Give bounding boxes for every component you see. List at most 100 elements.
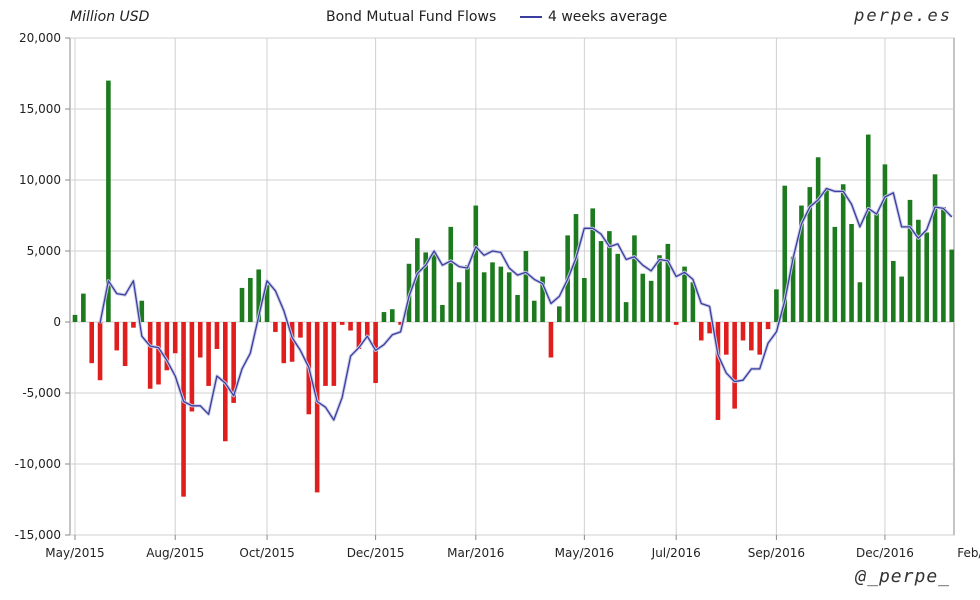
flow-bar [582, 277, 587, 322]
flow-bar [632, 235, 637, 322]
x-tick-label: Dec/2016 [856, 546, 914, 560]
flow-bar [824, 188, 829, 322]
flow-bar [415, 238, 420, 322]
flow-bar [849, 224, 854, 322]
flow-bar [782, 185, 788, 322]
flow-bar [264, 285, 270, 322]
flow-bar [924, 232, 929, 322]
flow-bar [790, 256, 796, 322]
flow-bar [256, 269, 261, 322]
y-tick-label: -10,000 [15, 457, 61, 471]
flow-bar [89, 322, 94, 364]
x-tick-label: Aug/2015 [146, 546, 204, 560]
flow-bar [598, 241, 604, 322]
y-tick-label: -15,000 [15, 528, 61, 542]
y-tick-label: 5,000 [27, 244, 61, 258]
x-tick-label: Jul/2016 [651, 546, 701, 560]
average-line-group [98, 186, 953, 422]
flow-bar [749, 322, 754, 351]
flow-bar [573, 214, 579, 322]
flow-bar [807, 187, 813, 322]
flow-bar [214, 322, 220, 349]
flow-bar [623, 302, 629, 322]
flow-bar [932, 174, 938, 322]
flow-bar [732, 322, 737, 409]
flow-bar [147, 322, 153, 389]
flow-bar [72, 314, 78, 322]
flow-bar [181, 322, 186, 497]
legend: 4 weeks average [520, 9, 667, 25]
legend-label: 4 weeks average [548, 9, 668, 25]
flow-bar [531, 300, 537, 322]
flow-bar [891, 260, 896, 322]
y-tick-label: 10,000 [19, 173, 61, 187]
flow-bar [97, 322, 103, 381]
flow-bar [298, 322, 303, 338]
y-tick-label: 20,000 [19, 31, 61, 45]
flow-bar [941, 206, 946, 322]
flow-bar [865, 134, 871, 322]
y-unit-label: Million USD [70, 9, 150, 25]
flow-bar [548, 322, 554, 358]
flow-bar [857, 282, 863, 322]
flow-bar [473, 205, 479, 322]
flow-bar [364, 322, 370, 337]
flow-bar [423, 252, 428, 322]
flow-bar [314, 322, 320, 493]
flow-bar [197, 322, 203, 358]
social-handle: @_perpe_ [855, 566, 950, 587]
flow-bar [440, 304, 445, 322]
flow-bar [431, 252, 437, 322]
grid-lines [70, 37, 954, 536]
flow-bar [465, 265, 470, 322]
brand-label: perpe.es [854, 6, 952, 26]
x-axis: May/2015 Aug/2015 Oct/2015 Dec/2015 Mar/2016… [45, 535, 980, 560]
flow-bar [481, 272, 487, 322]
flow-bar [523, 251, 529, 322]
x-tick-label: Oct/2015 [239, 546, 294, 560]
flow-bar [607, 231, 612, 322]
flow-bar [231, 322, 236, 403]
flow-bar [673, 322, 679, 325]
bars-group [72, 80, 955, 497]
flow-bar [339, 322, 345, 325]
flow-bar [724, 322, 729, 355]
flow-bar [698, 322, 704, 341]
flow-bar [289, 322, 295, 362]
flow-bar [356, 322, 362, 349]
flow-bar [774, 289, 779, 322]
plot-area [69, 37, 955, 536]
y-axis: 20,000 15,000 10,000 5,000 0 -5,000 -10,000 -15… [15, 31, 70, 542]
flow-bar [131, 322, 136, 328]
flow-bar [164, 322, 170, 371]
flow-bar [690, 282, 696, 322]
flow-bar [757, 322, 762, 355]
chart-title: Bond Mutual Fund Flows [326, 9, 497, 25]
flow-bar [490, 262, 495, 322]
flow-bar [448, 226, 454, 322]
flow-bar [498, 266, 504, 322]
flow-bar [281, 322, 287, 364]
flow-bar [648, 280, 654, 322]
y-tick-label: -5,000 [22, 386, 61, 400]
flow-bar [273, 322, 278, 332]
flow-bar [515, 295, 520, 322]
flow-bar [390, 309, 395, 322]
flow-bar [139, 300, 145, 322]
flow-bar [323, 322, 328, 386]
flow-bar [682, 266, 687, 322]
flow-bar [640, 273, 646, 322]
flow-bar [506, 272, 512, 322]
flow-bar [106, 80, 111, 322]
flow-bar [189, 322, 195, 412]
flow-bar [373, 322, 378, 384]
flow-bar [765, 322, 771, 330]
flow-bar [348, 322, 353, 331]
flow-bar [239, 287, 245, 322]
flow-bar [799, 205, 804, 322]
flow-bar [331, 322, 337, 386]
average-line [99, 187, 953, 421]
flow-bar [540, 276, 545, 322]
flow-bar [665, 243, 671, 322]
flow-bar [206, 322, 211, 386]
